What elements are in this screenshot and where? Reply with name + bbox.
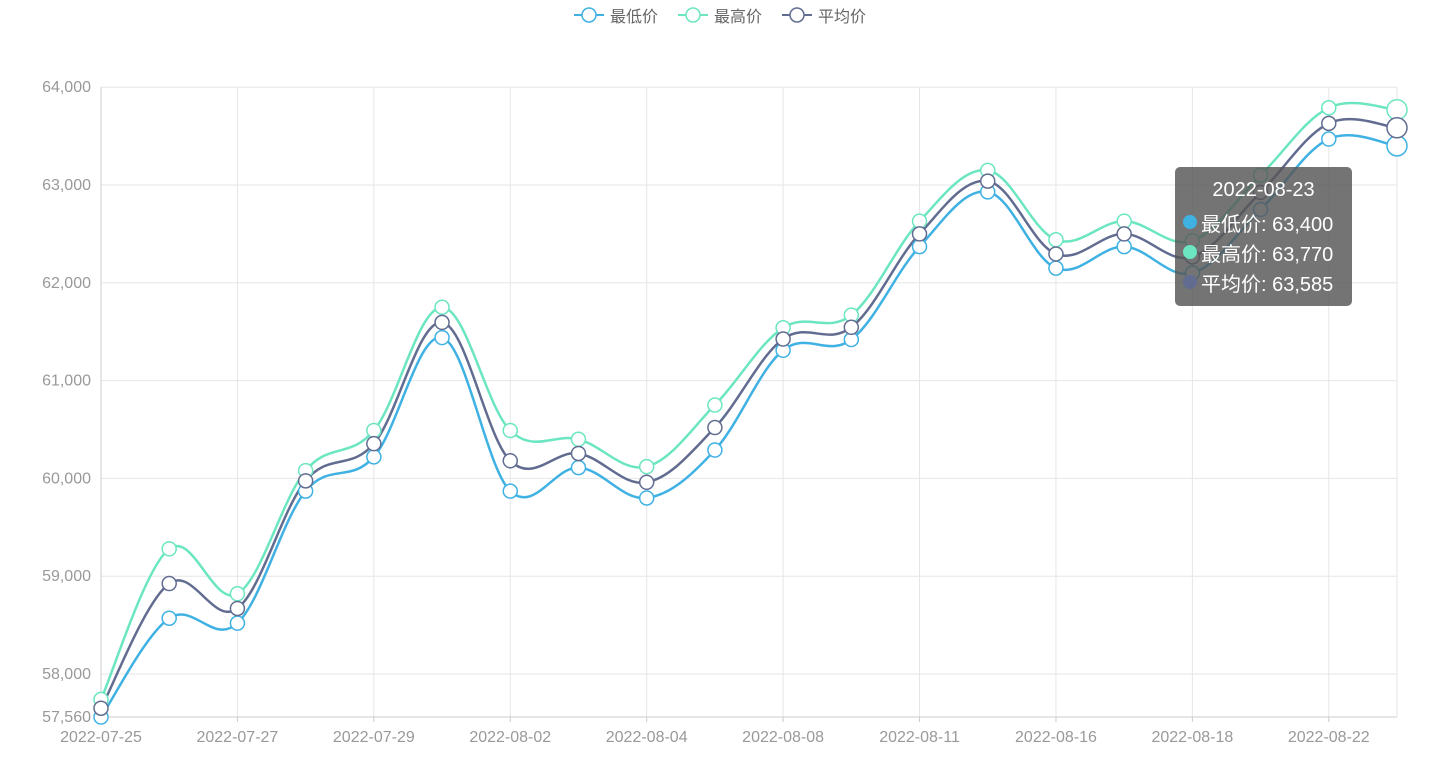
- x-tick-label: 2022-08-22: [1288, 729, 1370, 746]
- x-tick-label: 2022-07-25: [60, 729, 142, 746]
- data-point-min[interactable]: [570, 459, 587, 476]
- data-point-min[interactable]: [1116, 238, 1132, 255]
- legend-item-avg[interactable]: 平均价: [780, 3, 866, 27]
- x-tick-label: 2022-08-08: [742, 729, 824, 746]
- grid-lines: [101, 86, 1397, 718]
- y-tick-label: 63,000: [42, 177, 91, 194]
- data-point-max[interactable]: [161, 541, 177, 557]
- tooltip-row-avg: 平均价: 63,585: [1175, 267, 1352, 297]
- data-point-avg[interactable]: [434, 314, 450, 331]
- data-point-avg[interactable]: [229, 600, 246, 617]
- data-point-min[interactable]: [1321, 131, 1337, 147]
- tooltip: 2022-08-23 最低价: 63,400 最高价: 63,770 平均价: …: [1175, 167, 1352, 306]
- data-point-max[interactable]: [1116, 213, 1132, 229]
- data-point-min[interactable]: [1386, 135, 1408, 157]
- data-point-avg[interactable]: [843, 319, 860, 336]
- legend-label-min: 最低价: [609, 9, 658, 26]
- tooltip-row-max: 最高价: 63,770: [1175, 237, 1352, 267]
- data-point-max[interactable]: [1386, 98, 1408, 121]
- data-point-min[interactable]: [229, 615, 246, 631]
- data-point-avg[interactable]: [93, 700, 109, 716]
- x-tick-label: 2022-08-02: [469, 729, 551, 746]
- axes: 57,560 58,000 59,000 60,000 61,000 62,000 63,0…: [42, 79, 1398, 746]
- y-tick-label: 62,000: [42, 275, 91, 292]
- tooltip-title: 2022-08-23: [1212, 179, 1315, 201]
- tooltip-max-dot-icon: [1183, 245, 1197, 259]
- x-tick-label: 2022-08-18: [1151, 729, 1233, 746]
- legend-avg-icon: [782, 7, 812, 23]
- data-point-avg[interactable]: [775, 331, 791, 347]
- x-tick-label: 2022-08-04: [606, 729, 688, 746]
- data-point-max[interactable]: [434, 299, 450, 315]
- legend: 最低价 最高价 平均价: [0, 3, 1438, 27]
- data-point-avg[interactable]: [979, 173, 996, 189]
- data-point-avg[interactable]: [707, 419, 723, 436]
- data-point-avg[interactable]: [570, 445, 587, 462]
- data-point-max[interactable]: [1048, 232, 1064, 248]
- data-point-max[interactable]: [911, 213, 928, 229]
- tooltip-row-min: 最低价: 63,400: [1175, 207, 1352, 237]
- tooltip-avg-text: 平均价: 63,585: [1201, 273, 1334, 296]
- data-point-avg[interactable]: [366, 435, 382, 452]
- legend-label-max: 最高价: [713, 9, 762, 26]
- y-tick-label: 58,000: [42, 666, 91, 683]
- tooltip-avg-dot-icon: [1183, 275, 1197, 289]
- y-tick-label: 64,000: [42, 79, 91, 96]
- data-point-avg[interactable]: [1116, 226, 1132, 242]
- x-tick-label: 2022-07-27: [196, 729, 278, 746]
- data-point-avg[interactable]: [161, 575, 177, 592]
- data-point-max[interactable]: [707, 397, 723, 413]
- data-point-min[interactable]: [638, 490, 655, 506]
- data-point-min[interactable]: [911, 238, 928, 255]
- data-point-avg[interactable]: [502, 453, 519, 469]
- x-tick-label: 2022-07-29: [333, 729, 415, 746]
- data-point-min[interactable]: [366, 449, 382, 465]
- y-tick-label: 57,560: [42, 709, 91, 726]
- legend-max-icon: [677, 7, 708, 23]
- data-point-avg[interactable]: [1321, 115, 1337, 132]
- legend-min-icon: [573, 7, 604, 23]
- tooltip-min-text: 最低价: 63,400: [1201, 213, 1334, 236]
- data-point-max[interactable]: [1321, 99, 1337, 116]
- data-point-min[interactable]: [434, 329, 450, 346]
- data-point-max[interactable]: [570, 431, 587, 448]
- data-point-max[interactable]: [366, 422, 382, 439]
- y-tick-label: 61,000: [42, 373, 91, 390]
- legend-item-min[interactable]: 最低价: [572, 3, 658, 27]
- tooltip-min-dot-icon: [1183, 215, 1197, 229]
- data-point-min[interactable]: [502, 483, 519, 499]
- series-points: [93, 98, 1408, 725]
- data-point-max[interactable]: [638, 458, 655, 475]
- data-point-max[interactable]: [502, 422, 519, 439]
- data-point-avg[interactable]: [297, 473, 314, 489]
- y-tick-label: 60,000: [42, 470, 91, 487]
- data-point-avg[interactable]: [911, 226, 928, 242]
- y-tick-label: 59,000: [42, 568, 91, 585]
- tooltip-max-text: 最高价: 63,770: [1201, 243, 1334, 266]
- data-point-min[interactable]: [707, 442, 723, 458]
- data-point-max[interactable]: [229, 586, 246, 602]
- data-point-avg[interactable]: [638, 474, 655, 491]
- legend-label-avg: 平均价: [818, 9, 867, 26]
- data-point-min[interactable]: [1048, 260, 1064, 276]
- data-point-avg[interactable]: [1386, 117, 1408, 139]
- data-point-min[interactable]: [161, 610, 177, 627]
- data-point-avg[interactable]: [1048, 246, 1064, 262]
- x-tick-label: 2022-08-11: [879, 729, 960, 746]
- legend-item-max[interactable]: 最高价: [676, 3, 762, 27]
- x-tick-label: 2022-08-16: [1015, 729, 1097, 746]
